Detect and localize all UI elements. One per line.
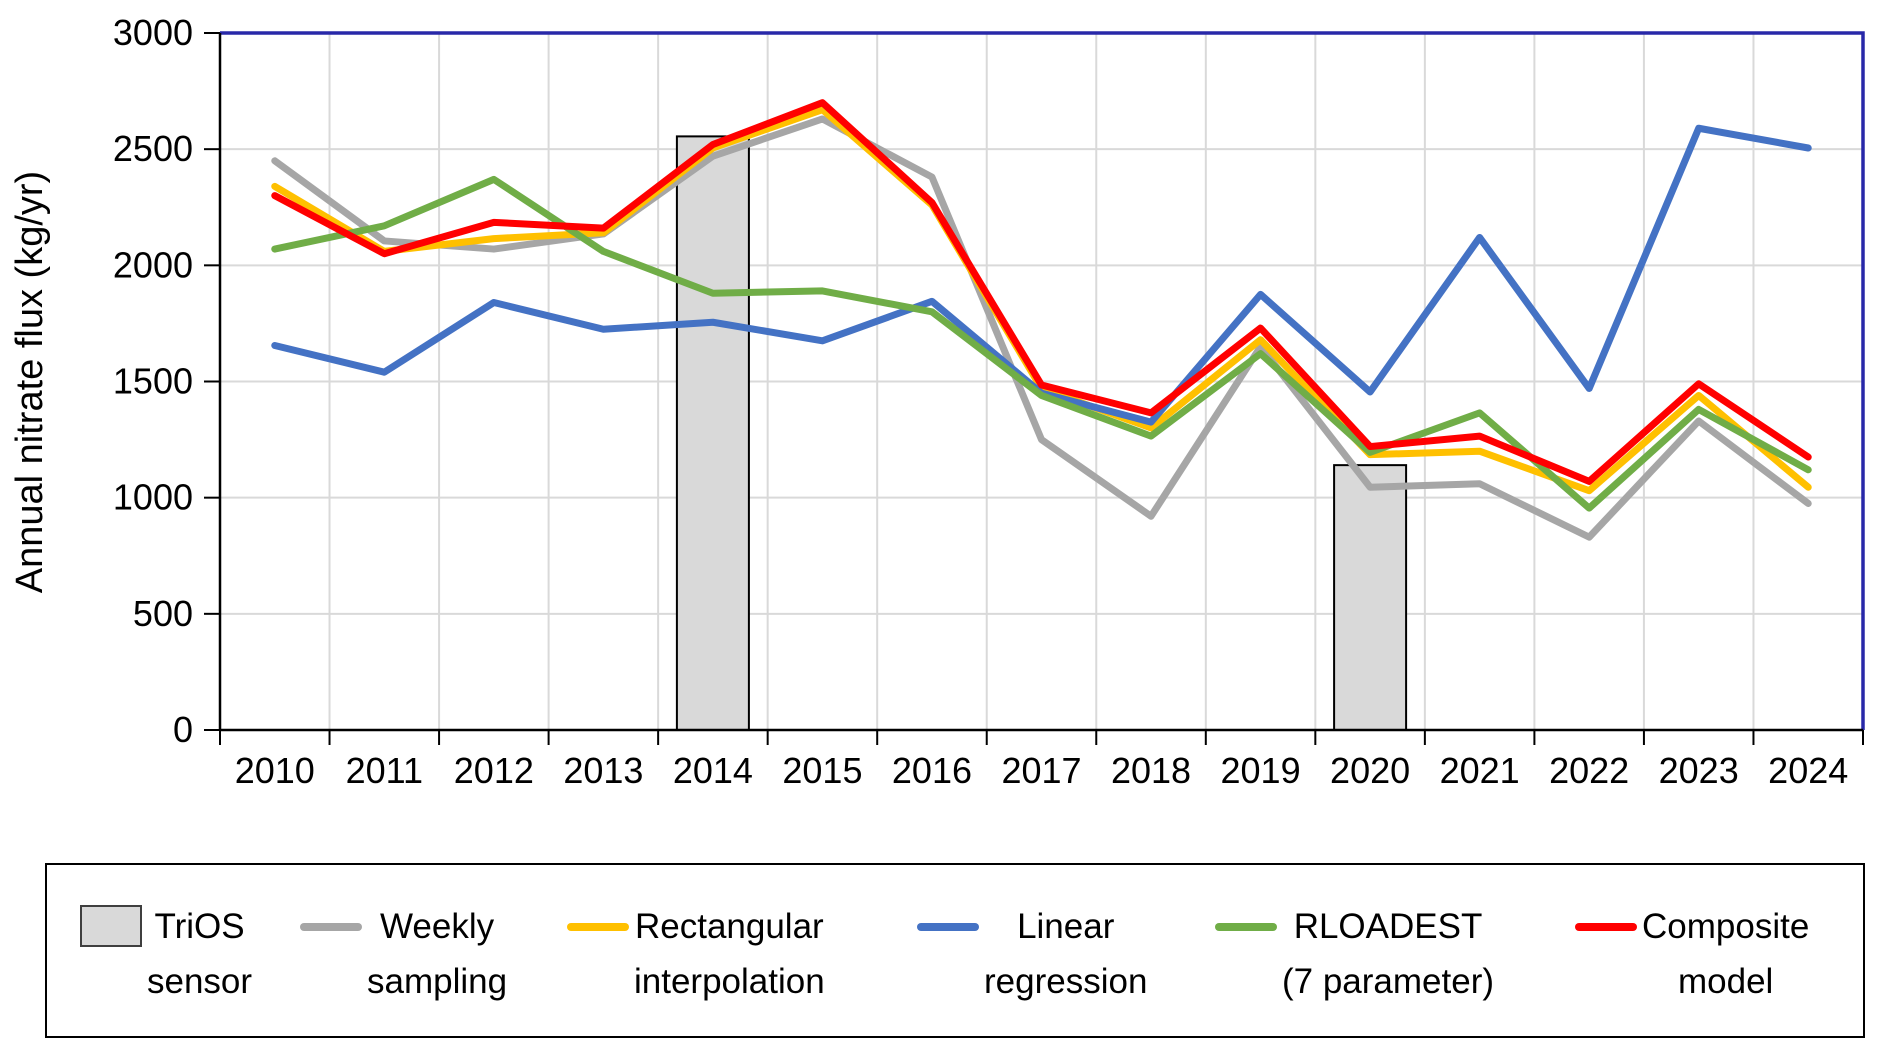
legend-entry-trios-sensor: TriOS sensor: [80, 865, 252, 1009]
x-tick-label-2016: 2016: [892, 750, 972, 791]
legend-entry-weekly-sampling: Weekly sampling: [300, 865, 507, 1009]
legend-label-line: Rectangular: [634, 907, 824, 946]
y-axis-title: Annual nitrate flux (kg/yr): [9, 171, 51, 593]
x-tick-label-2018: 2018: [1111, 750, 1191, 791]
legend-label-trios-sensor: TriOS sensor: [147, 899, 252, 1009]
y-tick-label: 500: [133, 593, 193, 634]
legend-label-composite-model: Composite model: [1642, 899, 1809, 1009]
plot-border: [220, 31, 1865, 730]
x-tick-label-2021: 2021: [1440, 750, 1520, 791]
legend-label-line: TriOS: [154, 907, 245, 946]
legend-swatch-trios-sensor-bar-icon: [80, 905, 142, 947]
x-tick-label-2017: 2017: [1001, 750, 1081, 791]
line-series-weekly-sampling: [271, 115, 1812, 541]
legend-label-line: sampling: [367, 962, 508, 1001]
legend-entry-composite-model: Composite model: [1575, 865, 1809, 1009]
nitrate-flux-chart: Annual nitrate flux (kg/yr) 0 500 1000 1500…: [9, 12, 1865, 791]
y-tick-label: 2500: [113, 128, 193, 169]
legend-label-line: Composite: [1642, 907, 1810, 946]
x-tick-label-2019: 2019: [1221, 750, 1301, 791]
y-tick-label: 1500: [113, 361, 193, 402]
x-tick-label-2024: 2024: [1768, 750, 1848, 791]
legend-swatch-weekly-sampling-line-icon: [300, 923, 362, 931]
legend-label-line: Linear: [1017, 907, 1115, 946]
x-tick-label-2015: 2015: [782, 750, 862, 791]
y-axis-ticks: 0 500 1000 1500 2000 2500 3000: [113, 12, 220, 750]
legend-label-linear-regression: Linear regression: [984, 899, 1147, 1009]
legend-label-weekly-sampling: Weekly sampling: [367, 899, 507, 1009]
legend-label-line: (7 parameter): [1282, 962, 1495, 1001]
x-tick-label-2020: 2020: [1330, 750, 1410, 791]
bar-trios-sensor-2020: [1333, 464, 1408, 731]
x-tick-label-2010: 2010: [235, 750, 315, 791]
y-tick-label: 3000: [113, 12, 193, 53]
chart-legend: TriOS sensor Weekly sampling Rectangular inte…: [45, 863, 1865, 1038]
x-tick-label-2011: 2011: [346, 750, 423, 791]
x-tick-label-2013: 2013: [563, 750, 643, 791]
legend-label-rectangular-interpolation: Rectangular interpolation: [634, 899, 825, 1009]
legend-entry-rectangular-interpolation: Rectangular interpolation: [567, 865, 825, 1009]
legend-swatch-composite-model-line-icon: [1575, 923, 1637, 931]
x-tick-label-2014: 2014: [673, 750, 753, 791]
bar-trios-sensor-2014: [675, 135, 750, 732]
legend-swatch-rectangular-interpolation-line-icon: [567, 923, 629, 931]
legend-swatch-linear-regression-line-icon: [917, 923, 979, 931]
legend-label-line: Weekly: [379, 907, 495, 946]
legend-entry-rloadest-7-parameter: RLOADEST (7 parameter): [1215, 865, 1494, 1009]
x-tick-label-2023: 2023: [1659, 750, 1739, 791]
legend-label-rloadest-7-parameter: RLOADEST (7 parameter): [1282, 899, 1494, 1009]
bar-series-trios-sensor: [675, 135, 1408, 732]
legend-label-line: RLOADEST: [1293, 907, 1483, 946]
legend-label-line: model: [1677, 962, 1774, 1001]
y-tick-label: 0: [173, 709, 193, 750]
line-series-composite-model: [271, 99, 1812, 485]
x-axis-ticks: 2010 2011 2012 2013 2014 2015 2016 2017 2018 2019…: [219, 730, 1864, 791]
line-series-rloadest-7-parameter: [271, 175, 1812, 512]
x-tick-label-2022: 2022: [1549, 750, 1629, 791]
legend-entry-linear-regression: Linear regression: [917, 865, 1147, 1009]
y-tick-label: 1000: [113, 477, 193, 518]
y-tick-label: 2000: [113, 244, 193, 285]
legend-label-line: interpolation: [634, 962, 825, 1001]
legend-label-line: sensor: [147, 962, 253, 1001]
line-series-linear-regression: [271, 124, 1812, 426]
x-tick-label-2012: 2012: [454, 750, 534, 791]
legend-label-line: regression: [984, 962, 1148, 1001]
legend-swatch-rloadest-7-parameter-line-icon: [1215, 923, 1277, 931]
